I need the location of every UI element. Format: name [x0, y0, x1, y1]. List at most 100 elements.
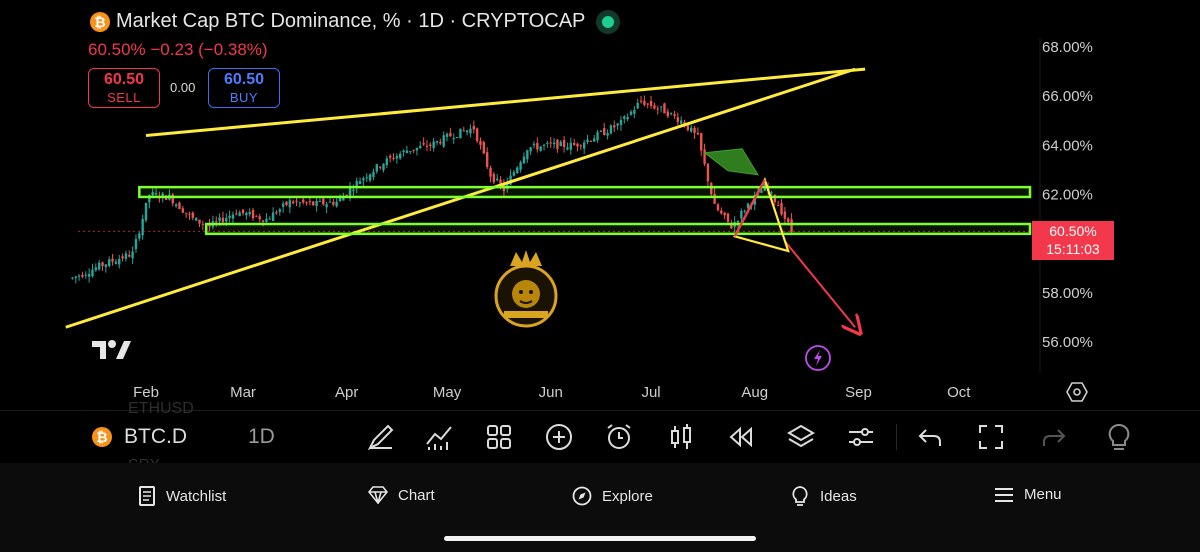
candle-body	[516, 167, 519, 173]
draw-icon[interactable]	[366, 422, 396, 452]
candle-body	[582, 142, 586, 149]
fullscreen-icon[interactable]	[976, 422, 1006, 452]
nav-menu[interactable]: Menu	[994, 486, 1062, 503]
candle-body	[532, 143, 536, 146]
candle-type-icon[interactable]	[666, 422, 696, 452]
candle-body	[312, 201, 315, 206]
add-icon[interactable]	[544, 422, 574, 452]
sell-label: SELL	[107, 90, 141, 105]
candle-body	[593, 138, 596, 142]
replay-icon[interactable]	[726, 422, 756, 452]
candle-body	[472, 125, 475, 130]
candle-body	[419, 145, 422, 149]
candle-body	[787, 218, 790, 223]
candle-body	[499, 179, 502, 185]
indicators-icon[interactable]	[424, 422, 454, 452]
candle-body	[365, 177, 368, 179]
candle-body	[445, 133, 449, 137]
candle-body	[71, 277, 74, 279]
symbol-bitcoin-icon: ₿	[92, 427, 112, 447]
candle-body	[261, 220, 265, 222]
alert-clock-icon[interactable]	[604, 422, 634, 452]
candle-body	[455, 137, 459, 139]
candle-body	[459, 128, 462, 139]
rising-wedge-upper-line[interactable]	[145, 67, 866, 137]
red-arrow[interactable]	[784, 240, 855, 327]
undo-icon[interactable]	[916, 422, 946, 452]
symbol-selector[interactable]: BTC.D	[124, 425, 187, 448]
candle-body	[783, 211, 787, 219]
candle-body	[268, 218, 271, 220]
candle-body	[362, 178, 365, 181]
bulb-icon	[792, 486, 808, 506]
candle-body	[429, 144, 432, 146]
candle-body	[154, 193, 158, 195]
layout-grid-icon[interactable]	[484, 422, 514, 452]
candle-body	[562, 140, 566, 147]
candle-body	[255, 215, 258, 217]
candle-body	[198, 219, 201, 224]
candle-body	[228, 215, 231, 219]
y-tick-label: 58.00%	[1042, 285, 1093, 302]
candle-body	[696, 132, 700, 135]
lightning-icon[interactable]	[804, 344, 832, 372]
candle-body	[676, 117, 680, 123]
nav-explore[interactable]: Explore	[572, 486, 653, 506]
price-chart[interactable]: 68.00% 66.00% 64.00% 62.00% 58.00% 56.00% Feb…	[0, 0, 1200, 410]
candle-body	[425, 145, 429, 147]
x-tick-label: Feb	[133, 384, 159, 401]
candle-body	[218, 217, 221, 221]
candle-body	[619, 120, 623, 125]
candle-body	[332, 201, 335, 205]
support-zone[interactable]	[204, 222, 1032, 236]
candle-body	[569, 142, 572, 150]
candle-body	[251, 209, 255, 219]
candle-body	[469, 128, 472, 134]
live-dot-icon	[596, 10, 620, 34]
candle-body	[512, 172, 516, 176]
candle-body	[395, 156, 399, 159]
support-zone[interactable]	[138, 185, 1032, 199]
tradingview-logo-icon	[92, 336, 132, 368]
candle-body	[659, 106, 663, 108]
candle-body	[522, 156, 526, 164]
candle-body	[104, 264, 108, 267]
layers-icon[interactable]	[786, 422, 816, 452]
nav-ideas[interactable]: Ideas	[790, 486, 857, 506]
candle-body	[546, 142, 549, 144]
candle-body	[271, 212, 275, 221]
candle-body	[572, 142, 576, 146]
candle-body	[760, 190, 763, 193]
candle-body	[141, 218, 144, 236]
x-tick-label: Aug	[741, 384, 768, 401]
idea-bulb-icon[interactable]	[1104, 422, 1134, 452]
x-tick-label: Jul	[641, 384, 660, 401]
nav-chart[interactable]: Chart	[368, 486, 435, 504]
candle-body	[108, 259, 111, 267]
candle-body	[526, 150, 529, 160]
candle-body	[184, 212, 188, 214]
candle-body	[238, 212, 241, 217]
candle-body	[616, 123, 619, 126]
nav-ideas-label: Ideas	[820, 487, 857, 505]
candle-body	[613, 125, 616, 128]
sell-button[interactable]: 60.50 SELL	[88, 68, 160, 108]
nav-watchlist[interactable]: Watchlist	[138, 486, 226, 506]
candle-body	[700, 133, 703, 151]
settings-sliders-icon[interactable]	[846, 422, 876, 452]
candle-body	[506, 181, 509, 190]
candle-body	[669, 112, 673, 114]
candle-body	[599, 130, 603, 132]
candle-body	[291, 201, 295, 204]
green-arrow[interactable]	[703, 148, 760, 176]
redo-icon[interactable]	[1038, 422, 1068, 452]
candle-body	[302, 199, 305, 203]
chart-settings-icon[interactable]	[1066, 381, 1088, 403]
symbol-title[interactable]: Market Cap BTC Dominance, % · 1D · CRYPT…	[116, 10, 586, 32]
timeframe-selector[interactable]: 1D	[248, 425, 275, 448]
candle-body	[121, 256, 124, 259]
buy-button[interactable]: 60.50 BUY	[208, 68, 280, 108]
buy-label: BUY	[229, 90, 259, 105]
candle-body	[144, 202, 148, 221]
candle-body	[298, 202, 302, 204]
